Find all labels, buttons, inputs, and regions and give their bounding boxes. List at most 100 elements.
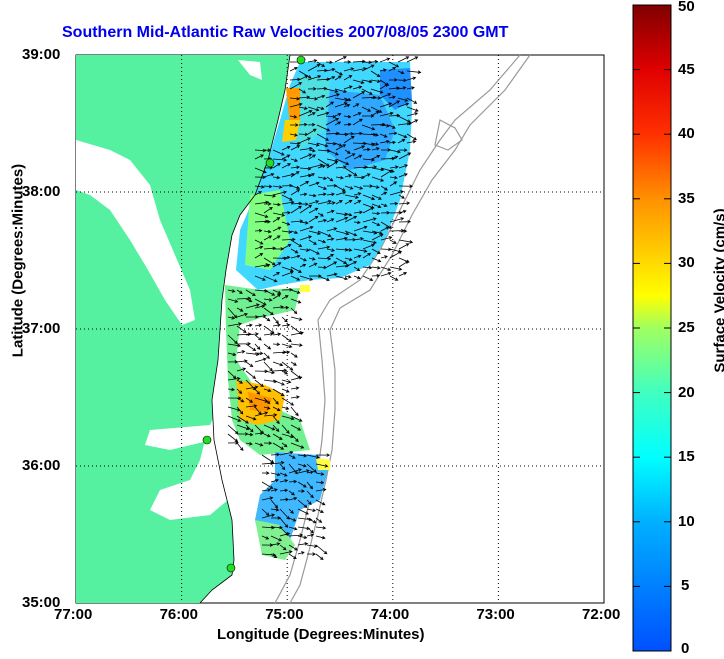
velocity-arrow — [352, 131, 363, 136]
velocity-arrow — [388, 124, 396, 129]
velocity-arrow — [297, 551, 305, 555]
velocity-arrow — [316, 86, 328, 91]
velocity-arrow — [299, 225, 314, 232]
velocity-arrow — [263, 352, 270, 359]
velocity-arrow — [317, 230, 332, 238]
velocity-arrow — [254, 175, 267, 180]
velocity-arrow — [315, 517, 323, 523]
velocity-arrow — [335, 216, 349, 223]
velocity-arrow — [281, 183, 293, 188]
velocity-arrow — [307, 112, 316, 117]
velocity-arrow — [397, 97, 409, 102]
velocity-arrow — [398, 272, 408, 277]
velocity-arrow — [344, 194, 359, 199]
velocity-arrow — [371, 211, 381, 216]
velocity-arrow — [317, 192, 327, 197]
velocity-arrow — [325, 60, 334, 65]
velocity-arrow — [272, 175, 281, 180]
velocity-arrow — [227, 334, 238, 345]
velocity-arrow — [334, 70, 343, 76]
velocity-arrow — [270, 542, 281, 546]
velocity-arrow — [290, 442, 305, 449]
velocity-arrow — [344, 149, 351, 154]
velocity-arrow — [263, 343, 272, 350]
station-2 — [265, 158, 275, 168]
velocity-arrow — [263, 263, 271, 268]
velocity-arrow — [325, 88, 339, 93]
velocity-arrow — [297, 499, 308, 508]
velocity-arrow — [289, 96, 301, 101]
velocity-arrow — [371, 248, 381, 254]
velocity-arrow — [290, 433, 299, 443]
velocity-arrow — [279, 544, 287, 551]
velocity-arrow — [334, 75, 342, 81]
velocity-arrow — [263, 184, 273, 189]
velocity-arrow — [298, 70, 312, 79]
velocity-arrow — [389, 190, 404, 196]
velocity-arrow — [371, 176, 385, 182]
velocity-arrow — [380, 221, 393, 229]
velocity-arrow — [353, 220, 361, 225]
velocity-arrow — [317, 256, 332, 261]
velocity-arrow — [290, 298, 302, 304]
velocity-arrow — [279, 508, 290, 520]
velocity-arrow — [290, 230, 299, 235]
velocity-arrow — [236, 359, 248, 363]
velocity-arrow — [299, 192, 308, 197]
velocity-arrow — [272, 368, 288, 373]
velocity-arrow — [370, 110, 380, 117]
velocity-arrow — [316, 68, 328, 73]
velocity-arrow — [254, 212, 269, 218]
velocity-arrow — [379, 68, 387, 72]
colorbar-tick-label: 0 — [681, 640, 690, 657]
velocity-arrow — [316, 124, 331, 132]
velocity-arrow — [299, 153, 313, 160]
velocity-arrow — [254, 334, 262, 341]
velocity-arrows — [227, 56, 422, 561]
velocity-arrow — [281, 424, 290, 434]
velocity-arrow — [406, 86, 415, 90]
velocity-arrow — [254, 379, 264, 388]
velocity-arrow — [281, 323, 291, 327]
velocity-arrow — [406, 133, 417, 141]
x-tick-label: 77:00 — [54, 606, 93, 623]
velocity-arrow — [245, 415, 257, 421]
velocity-arrow — [298, 106, 308, 110]
velocity-arrow — [334, 142, 343, 147]
velocity-arrow — [227, 415, 242, 422]
velocity-arrow — [279, 479, 289, 483]
velocity-arrow — [272, 162, 281, 169]
velocity-arrow — [281, 334, 292, 343]
velocity-arrow — [307, 75, 322, 81]
velocity-arrow — [370, 59, 379, 64]
velocity-arrow — [270, 461, 285, 465]
colorbar-label: Surface Velocity (cm/s) — [711, 208, 724, 373]
velocity-arrow — [289, 66, 298, 72]
velocity-arrow — [281, 316, 288, 323]
velocity-arrow — [307, 122, 316, 127]
velocity-arrow — [236, 307, 244, 312]
velocity-arrow — [344, 257, 353, 262]
velocity-arrow — [308, 215, 319, 223]
velocity-arrow — [316, 133, 329, 141]
velocity-arrow — [290, 361, 297, 366]
velocity-arrow — [290, 205, 302, 214]
velocity-arrow — [281, 442, 288, 448]
velocity-arrow — [288, 508, 294, 514]
velocity-arrow — [254, 167, 267, 174]
velocity-arrow — [299, 181, 310, 187]
colorbar-tick-label: 35 — [678, 189, 695, 207]
velocity-arrow — [389, 217, 405, 223]
velocity-arrow — [380, 169, 393, 178]
velocity-arrow — [343, 135, 355, 144]
velocity-arrow — [290, 239, 303, 248]
velocity-arrow — [290, 307, 298, 315]
velocity-arrow — [254, 357, 267, 363]
velocity-arrow — [308, 230, 322, 235]
velocity-arrow — [281, 415, 295, 421]
velocity-arrow — [236, 424, 250, 431]
velocity-arrow — [397, 138, 406, 144]
velocity-arrow — [281, 154, 291, 160]
velocity-arrow — [263, 370, 275, 375]
velocity-arrow — [279, 463, 286, 471]
